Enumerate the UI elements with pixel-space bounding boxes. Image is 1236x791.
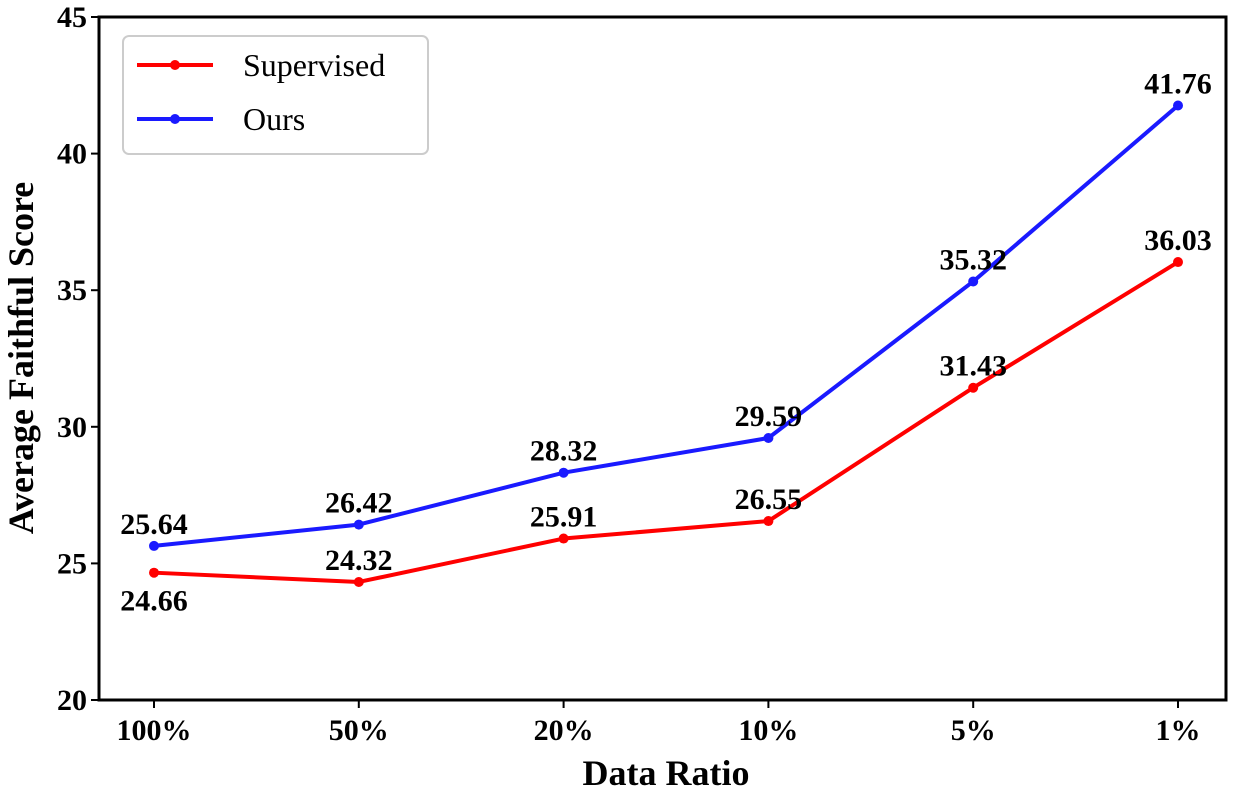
data-label-ours: 35.32 — [939, 243, 1007, 276]
y-tick-label: 35 — [57, 274, 87, 307]
data-point-supervised — [558, 533, 569, 544]
data-label-ours: 25.64 — [120, 508, 188, 541]
data-point-ours — [353, 519, 364, 530]
data-label-ours: 28.32 — [530, 435, 598, 468]
x-tick-label: 50% — [329, 714, 389, 747]
data-label-supervised: 24.66 — [120, 585, 188, 618]
x-axis-title: Data Ratio — [583, 753, 750, 791]
data-point-ours — [149, 540, 159, 551]
legend-label-supervised: Supervised — [243, 47, 385, 83]
y-tick-label: 25 — [57, 547, 87, 580]
legend-label-ours: Ours — [243, 101, 305, 137]
y-tick-label: 30 — [57, 411, 87, 444]
data-label-supervised: 25.91 — [530, 501, 598, 534]
x-tick-label: 10% — [738, 714, 798, 747]
data-point-ours — [1173, 100, 1183, 111]
data-label-supervised: 31.43 — [939, 350, 1007, 383]
y-axis-title: Average Faithful Score — [1, 182, 41, 535]
data-point-supervised — [353, 576, 364, 587]
data-label-supervised: 24.32 — [325, 544, 393, 577]
y-tick-label: 40 — [57, 138, 87, 171]
series-line-supervised — [153, 260, 1180, 584]
data-label-ours: 29.59 — [735, 400, 803, 433]
x-tick-label: 100% — [117, 714, 192, 747]
data-point-supervised — [968, 382, 979, 393]
y-tick-label: 20 — [57, 684, 87, 717]
data-label-supervised: 36.03 — [1144, 224, 1212, 257]
data-point-supervised — [1173, 257, 1183, 268]
data-point-ours — [558, 467, 569, 478]
data-point-supervised — [149, 567, 159, 578]
data-point-ours — [968, 276, 979, 287]
x-tick-label: 5% — [951, 714, 996, 747]
series-line-ours — [153, 103, 1180, 548]
plot-frame — [97, 15, 1228, 702]
y-tick-label: 45 — [57, 1, 87, 34]
data-label-ours: 26.42 — [325, 487, 393, 520]
legend-marker-supervised — [170, 60, 180, 70]
data-label-ours: 41.76 — [1144, 68, 1212, 101]
x-tick-label: 1% — [1156, 714, 1201, 747]
data-label-supervised: 26.55 — [735, 483, 803, 516]
data-point-supervised — [763, 516, 774, 527]
legend-marker-ours — [170, 114, 180, 124]
x-tick-label: 20% — [534, 714, 594, 747]
data-point-ours — [763, 433, 774, 444]
